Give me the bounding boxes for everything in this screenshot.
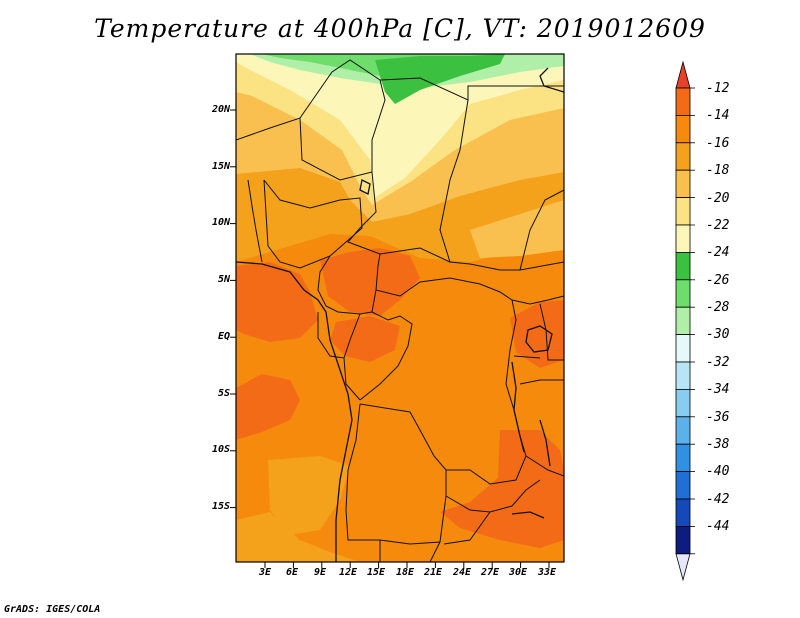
colorbar-arrow-bottom [675,553,691,582]
lake-malawi [539,419,551,467]
lake-kariba [511,511,545,519]
colorbar-label-m38: -38 [706,437,730,452]
border-chad-car [347,171,451,263]
border-nigeria [263,179,363,269]
colorbar-swatch [675,306,691,336]
colorbar-swatch [675,197,691,226]
field-m12-southwest [236,374,300,440]
field-m12-congo [330,316,400,362]
lon-label-9e: 9E [313,567,327,578]
field-m12-lakes [510,300,564,368]
colorbar-label-m28: -28 [706,300,730,315]
lat-ticks [230,109,236,509]
border-drc-east [359,299,527,485]
colorbar-label-m42: -42 [706,492,730,507]
coastline-gulf-of-guinea [236,261,353,562]
colorbar-label-m18: -18 [706,163,730,178]
colorbar-label-m30: -30 [706,327,730,342]
lat-label-eq: EQ [217,331,230,342]
colorbar-swatch [675,361,691,390]
colorbar-swatch [675,416,691,445]
coastline-red-sea [539,67,564,93]
field-m12-southeast [440,430,564,548]
country-borders [236,59,564,562]
lat-label-20n: 20N [211,104,230,115]
colorbar-swatch [675,87,691,116]
credit-text: GrADS: IGES/COLA [4,604,101,615]
colorbar-swatch [675,471,691,500]
colorbar-swatch [675,115,691,144]
lon-label-24e: 24E [452,567,472,578]
field-m12-central [320,248,420,316]
lon-label-15e: 15E [366,567,386,578]
border-benin-togo [247,179,269,263]
field-m14-angola [370,400,450,490]
lake-victoria [525,325,553,353]
lon-label-3e: 3E [258,567,272,578]
colorbar-label-m14: -14 [706,108,730,123]
lat-label-15n: 15N [211,161,230,172]
lon-label-27e: 27E [480,567,500,578]
lon-ticks [264,562,550,568]
colorbar-arrow-top [675,60,691,89]
border-namibia [379,540,441,562]
lat-label-10s: 10S [211,444,230,455]
colorbar-swatch [675,443,691,473]
lon-label-30e: 30E [508,567,528,578]
colorbar-label-m44: -44 [706,519,730,534]
border-congo-drc [359,311,413,401]
border-gabon-congo [317,312,361,401]
colorbar-label-m12: -12 [706,81,730,96]
lake-chad [359,179,371,195]
colorbar-swatch [675,251,691,281]
border-ethiopia [519,189,564,271]
colorbar-swatch [675,279,691,308]
colorbar-label-m32: -32 [706,355,730,370]
temperature-field [236,54,564,562]
colorbar-label-m40: -40 [706,464,730,479]
lake-tanganyika [511,361,525,453]
coastlines-and-lakes [236,67,564,562]
border-cameroon [317,253,381,315]
colorbar-label-m26: -26 [706,273,730,288]
lat-label-10n: 10N [211,217,230,228]
lon-label-33e: 33E [537,567,557,578]
colorbar-swatch [675,498,691,527]
colorbar-label-m22: -22 [706,218,730,233]
field-m24 [375,54,505,104]
lat-label-15s: 15S [211,501,230,512]
border-car-drc [375,277,513,301]
field-m16-ne-tongue [470,200,564,258]
colorbar-swatch [675,334,691,363]
colorbar-label-m16: -16 [706,136,730,151]
lat-label-5n: 5N [217,274,230,285]
border-angola [345,403,447,545]
colorbar-swatch [675,388,691,418]
colorbar-swatch [675,224,691,253]
lon-label-21e: 21E [423,567,443,578]
lon-label-18e: 18E [395,567,415,578]
colorbar-label-m20: -20 [706,191,730,206]
colorbar [675,60,695,582]
map-frame [235,53,565,563]
map-title: Temperature at 400hPa [C], VT: 201901260… [94,14,706,43]
field-m22 [236,54,564,198]
colorbar-swatch [675,169,691,198]
colorbar-swatch [675,526,691,555]
lat-label-5s: 5S [217,388,230,399]
field-m16-southwest [268,456,350,535]
border-tanzania [519,379,564,477]
border-uganda-kenya [511,295,564,361]
lon-label-6e: 6E [285,567,299,578]
colorbar-label-m24: -24 [706,245,730,260]
border-mali-niger [236,117,373,181]
lon-label-12e: 12E [338,567,358,578]
colorbar-swatch [675,142,691,171]
field-m16-south [236,512,360,562]
colorbar-label-m36: -36 [706,410,730,425]
border-zambia [443,479,541,545]
colorbar-label-m34: -34 [706,382,730,397]
